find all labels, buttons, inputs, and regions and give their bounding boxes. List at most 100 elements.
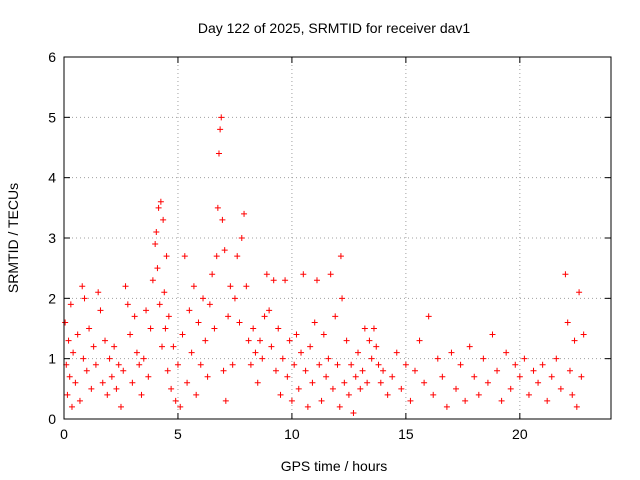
data-point bbox=[484, 379, 491, 386]
data-point bbox=[81, 295, 88, 302]
data-point bbox=[229, 361, 236, 368]
data-point bbox=[329, 385, 336, 392]
data-point bbox=[352, 373, 359, 380]
data-point bbox=[359, 367, 366, 374]
x-axis-label: GPS time / hours bbox=[281, 458, 388, 474]
data-point bbox=[373, 343, 380, 350]
y-tick-label: 0 bbox=[48, 411, 56, 427]
data-point bbox=[236, 319, 243, 326]
data-point bbox=[480, 355, 487, 362]
data-point bbox=[172, 397, 179, 404]
data-point bbox=[453, 385, 460, 392]
data-point bbox=[304, 403, 311, 410]
data-point bbox=[562, 271, 569, 278]
data-point bbox=[74, 331, 81, 338]
data-point bbox=[345, 391, 352, 398]
data-point bbox=[138, 391, 145, 398]
data-point bbox=[162, 325, 169, 332]
tick-labels: 0 5 10 15 20 0 1 2 3 4 5 6 bbox=[48, 49, 528, 442]
data-point bbox=[311, 319, 318, 326]
data-point bbox=[174, 361, 181, 368]
data-point bbox=[127, 331, 134, 338]
data-point bbox=[332, 313, 339, 320]
data-point bbox=[320, 331, 327, 338]
data-point bbox=[398, 385, 405, 392]
data-point bbox=[111, 343, 118, 350]
data-point bbox=[471, 373, 478, 380]
data-point bbox=[498, 397, 505, 404]
data-point bbox=[443, 403, 450, 410]
data-point bbox=[83, 367, 90, 374]
data-point bbox=[535, 379, 542, 386]
data-point bbox=[530, 367, 537, 374]
data-point bbox=[131, 313, 138, 320]
data-point bbox=[90, 343, 97, 350]
data-point bbox=[219, 216, 226, 223]
data-point bbox=[152, 241, 159, 248]
data-point bbox=[245, 337, 252, 344]
data-point bbox=[462, 397, 469, 404]
data-point bbox=[115, 361, 122, 368]
data-point bbox=[160, 216, 167, 223]
data-point bbox=[156, 301, 163, 308]
data-point bbox=[164, 367, 171, 374]
data-point bbox=[243, 283, 250, 290]
data-point bbox=[202, 337, 209, 344]
data-point bbox=[275, 325, 282, 332]
data-point bbox=[88, 385, 95, 392]
data-point bbox=[215, 150, 222, 157]
data-point bbox=[266, 307, 273, 314]
data-point bbox=[62, 319, 69, 326]
data-point bbox=[147, 325, 154, 332]
data-point bbox=[252, 349, 259, 356]
data-point bbox=[336, 403, 343, 410]
data-point bbox=[102, 337, 109, 344]
data-point bbox=[439, 373, 446, 380]
data-point bbox=[337, 253, 344, 260]
x-tick-label: 5 bbox=[174, 426, 182, 442]
data-point bbox=[544, 397, 551, 404]
data-point bbox=[213, 253, 220, 260]
data-point bbox=[145, 373, 152, 380]
data-point bbox=[221, 247, 228, 254]
grid bbox=[64, 57, 611, 419]
data-point bbox=[214, 204, 221, 211]
data-points bbox=[62, 114, 587, 416]
data-point bbox=[516, 373, 523, 380]
data-point bbox=[65, 337, 72, 344]
data-point bbox=[247, 361, 254, 368]
data-point bbox=[220, 367, 227, 374]
data-point bbox=[181, 253, 188, 260]
data-point bbox=[525, 391, 532, 398]
data-point bbox=[76, 397, 83, 404]
data-point bbox=[227, 283, 234, 290]
data-point bbox=[288, 397, 295, 404]
y-tick-label: 1 bbox=[48, 351, 56, 367]
data-point bbox=[67, 301, 74, 308]
data-point bbox=[307, 343, 314, 350]
data-point bbox=[300, 271, 307, 278]
data-point bbox=[206, 301, 213, 308]
data-point bbox=[186, 307, 193, 314]
data-point bbox=[184, 379, 191, 386]
data-point bbox=[350, 409, 357, 416]
data-point bbox=[149, 277, 156, 284]
data-point bbox=[250, 325, 257, 332]
data-point bbox=[407, 397, 414, 404]
data-point bbox=[576, 289, 583, 296]
y-tick-label: 5 bbox=[48, 109, 56, 125]
data-point bbox=[361, 325, 368, 332]
data-point bbox=[327, 271, 334, 278]
data-point bbox=[298, 349, 305, 356]
data-point bbox=[113, 385, 120, 392]
data-point bbox=[430, 391, 437, 398]
data-point bbox=[120, 367, 127, 374]
data-point bbox=[295, 385, 302, 392]
data-point bbox=[402, 361, 409, 368]
data-point bbox=[268, 343, 275, 350]
data-point bbox=[159, 343, 166, 350]
data-point bbox=[343, 337, 350, 344]
data-point bbox=[197, 361, 204, 368]
data-point bbox=[72, 379, 79, 386]
data-point bbox=[571, 337, 578, 344]
